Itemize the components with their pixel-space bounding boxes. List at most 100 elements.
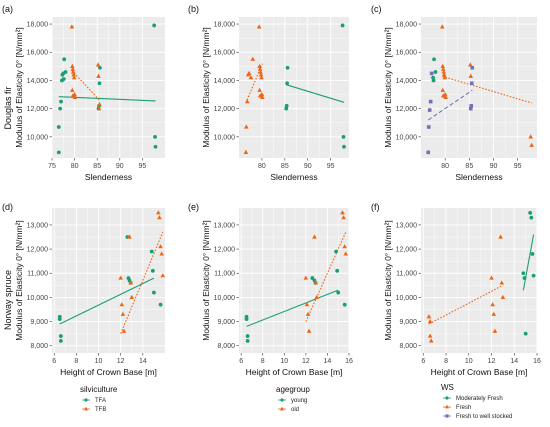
point-tfa (58, 106, 63, 111)
point-fresh (489, 275, 494, 280)
point-fresh (443, 94, 448, 99)
y-tick-label: 10,000 (214, 295, 236, 302)
x-tick-label: 8 (261, 358, 265, 365)
fit-line-young (246, 289, 339, 327)
point-tfb (158, 244, 163, 249)
point-fresh (468, 73, 474, 78)
point-tfa (59, 99, 63, 104)
point-tfb (156, 210, 161, 215)
x-tick-label: 14 (139, 358, 147, 365)
y-axis-label: Modulus of Elasticity 0° [N/mm²] (14, 220, 24, 341)
point-tfa (153, 144, 158, 149)
point-tfb (120, 311, 126, 316)
y-tick-label: 8,000 (399, 343, 417, 350)
point-fresh (428, 338, 434, 343)
point-moderately-fresh (529, 215, 534, 220)
legend-item-tfa: TFA (95, 398, 106, 404)
point-tfb (128, 280, 133, 285)
panel-label: (b) (188, 4, 199, 14)
point-fresh-to-well-stocked (469, 81, 474, 86)
panel-b: 80 85 90 95 10,000 12,000 14,000 16,000 18,000 (b… (188, 4, 349, 182)
point-young (284, 103, 289, 108)
point-fresh (439, 24, 445, 29)
row-label-norway-spruce: Norway spruce (3, 270, 13, 330)
x-tick-label: 14 (510, 358, 518, 365)
point-fresh (440, 66, 446, 71)
point-tfa (153, 134, 157, 139)
y-tick-label: 12,000 (214, 246, 236, 253)
x-axis-label: Slenderness (85, 172, 132, 182)
legend-title: agegroup (276, 385, 310, 394)
x-axis-label: Height of Crown Base [m] (246, 367, 343, 377)
point-old (243, 149, 249, 154)
point-fresh (442, 75, 447, 80)
panel-label: (e) (188, 202, 199, 212)
y-tick-label: 16,000 (214, 50, 236, 57)
legend-key-moderately-fresh (445, 396, 449, 400)
x-axis-label: Height of Crown Base [m] (60, 367, 157, 377)
point-tfa (57, 317, 62, 322)
point-tfb (127, 234, 132, 239)
point-old (257, 93, 263, 98)
point-fresh-to-well-stocked (470, 65, 475, 70)
legend-silviculture: silviculture TFA TFB (80, 385, 118, 413)
point-fresh (440, 63, 446, 68)
point-moderately-fresh (522, 276, 527, 280)
y-tick-label: 9,000 (217, 319, 235, 326)
legend-item-moderately-fresh: Moderately Fresh (456, 396, 503, 402)
point-tfa (149, 249, 154, 254)
point-tfa (98, 65, 102, 70)
y-tick-label: 18,000 (396, 21, 418, 28)
point-young (342, 144, 346, 149)
x-tick-label: 8 (444, 358, 448, 365)
legend-item-fresh-to-well-stocked: Fresh to well stocked (456, 414, 512, 420)
x-axis-label: Height of Crown Base [m] (431, 367, 528, 377)
y-tick-label: 18,000 (214, 21, 236, 28)
panels: 75 80 85 90 95 10,000 12,000 14,000 16,000 18,000… (2, 4, 541, 377)
y-tick-label: 11,000 (27, 271, 48, 278)
legend-item-fresh: Fresh (456, 405, 471, 411)
y-tick-label: 9,000 (30, 319, 48, 326)
fit-line-fresh (428, 284, 504, 325)
point-tfb (70, 69, 76, 74)
point-old (343, 251, 349, 256)
point-young (335, 268, 340, 273)
point-tfa (152, 290, 156, 295)
y-tick-label: 10,000 (396, 134, 418, 141)
point-tfb (70, 93, 76, 98)
x-tick-label: 95 (139, 163, 147, 170)
point-old (306, 328, 312, 333)
fit-line-old (305, 231, 347, 322)
y-tick-label: 16,000 (27, 50, 49, 57)
x-tick-label: 85 (281, 163, 289, 170)
point-old (257, 63, 262, 68)
x-tick-label: 95 (327, 163, 335, 170)
x-tick-label: 14 (324, 358, 332, 365)
x-tick-label: 8 (74, 358, 78, 365)
fit-line-young (286, 84, 345, 103)
fit-line-moderately-fresh (522, 234, 535, 291)
point-tfb (119, 302, 125, 307)
point-tfb (70, 87, 75, 92)
fit-line-tfb (71, 70, 100, 101)
x-axis-label: Slenderness (270, 172, 317, 182)
point-fresh (427, 318, 433, 324)
legend-key-old (280, 406, 284, 411)
point-tfa (150, 268, 155, 273)
fit-line-fresh-to-well-stocked (427, 89, 473, 121)
legend-agegroup: agegroup young old (276, 385, 310, 413)
y-tick-label: 9,000 (399, 319, 417, 326)
point-young (285, 81, 290, 86)
x-tick-label: 6 (52, 358, 56, 365)
point-tfb (159, 251, 164, 256)
panel-label: (f) (371, 202, 380, 212)
point-fresh-to-well-stocked (428, 99, 433, 104)
point-old (258, 72, 264, 77)
point-fresh (498, 234, 503, 239)
point-moderately-fresh (521, 271, 526, 276)
point-old (342, 244, 347, 249)
point-old (260, 94, 265, 99)
point-old (340, 210, 345, 215)
y-tick-label: 10,000 (214, 134, 236, 141)
point-tfb (118, 275, 123, 280)
